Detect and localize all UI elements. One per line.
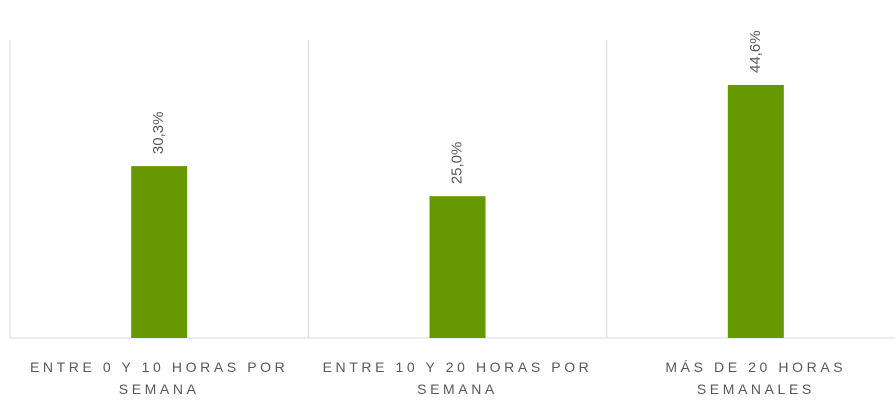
x-tick-label: MÁS DE 20 HORAS SEMANALES <box>665 359 847 397</box>
bar <box>727 85 784 338</box>
x-tick-label: ENTRE 0 Y 10 HORAS POR SEMANA <box>29 359 289 397</box>
value-label: 25,0% <box>448 142 465 185</box>
bar <box>429 196 486 338</box>
value-label: 44,6% <box>747 30 764 73</box>
bar <box>131 166 188 338</box>
x-tick-label: ENTRE 10 Y 20 HORAS POR SEMANA <box>322 359 593 397</box>
value-label: 30,3% <box>150 112 167 155</box>
